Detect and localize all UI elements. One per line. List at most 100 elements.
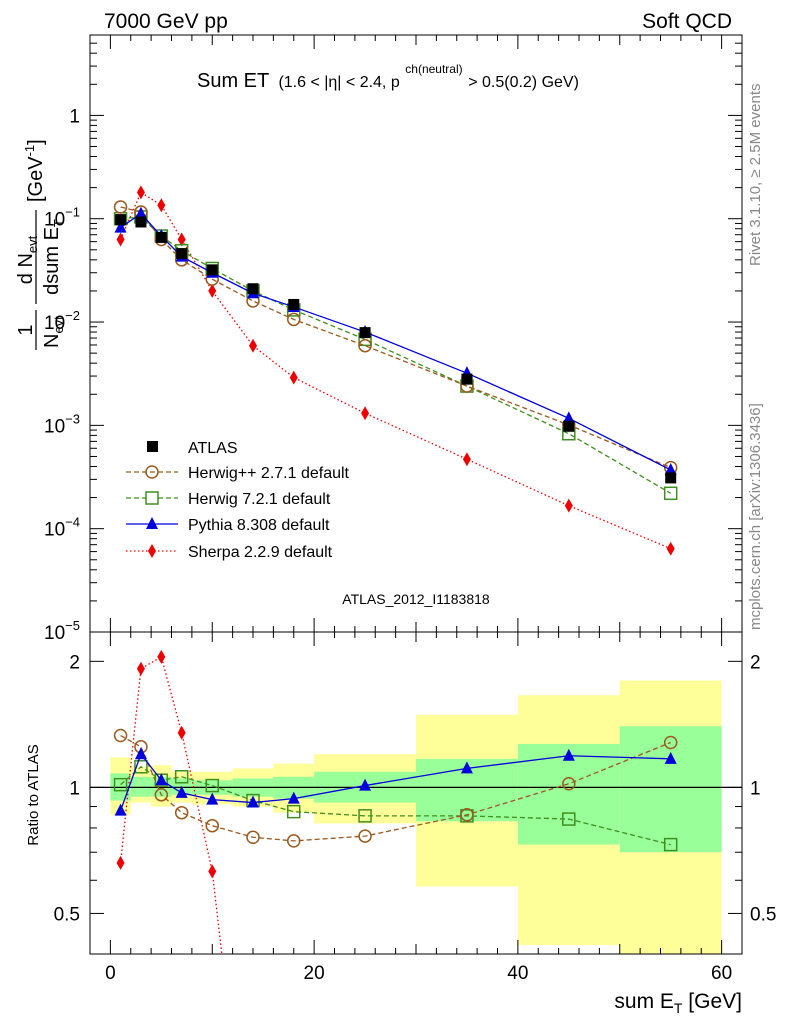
band-stat: [619, 726, 722, 853]
legend-label-sherpa: Sherpa 2.2.9 default: [188, 544, 333, 561]
ratio-point-herwigpp: [287, 834, 301, 848]
ratio-series-herwigpp: [113, 728, 678, 848]
ylabel-den-n: Nevt: [41, 316, 66, 348]
series-line-pythia: [120, 212, 671, 471]
ratio-ytick-label-right: 1: [750, 778, 761, 799]
series-herwigpp: [113, 200, 678, 475]
legend-marker-herwigpp: [145, 465, 159, 479]
ylabel-unit: [GeV-1]: [22, 139, 47, 202]
ratio-point-sherpa: [177, 725, 186, 740]
ratio-point-sherpa: [157, 649, 166, 664]
ratio-point-sherpa: [136, 661, 145, 676]
header-left: 7000 GeV pp: [104, 10, 228, 33]
point-atlas: [288, 298, 300, 310]
ratio-ytick-label: 2: [69, 652, 80, 673]
ratio-point-pythia: [155, 773, 168, 786]
point-atlas: [206, 264, 218, 276]
title-sub2: > 0.5(0.2) GeV): [468, 74, 579, 91]
band-stat: [130, 776, 152, 797]
rivet-label: Rivet 3.1.10, ≥ 2.5M events: [747, 84, 764, 267]
main-ytick-label: 10−4: [44, 515, 80, 541]
ratio-point-pythia: [114, 803, 127, 816]
ratio-ytick-label: 0.5: [54, 904, 80, 925]
ratio-point-herwig7: [205, 778, 219, 793]
ratio-point-herwig7: [663, 837, 678, 852]
main-panel: 10−5 10−4 10−3 10−2 10−1 1 Sum ET (1.6 < |η| …: [15, 34, 743, 644]
analysis-id: ATLAS_2012_I1183818: [342, 591, 490, 607]
title-main: Sum ET: [197, 70, 269, 92]
legend-item-herwig7: Herwig 7.2.1 default: [126, 491, 331, 508]
point-sherpa: [136, 185, 145, 200]
legend-marker-herwig7: [145, 491, 159, 505]
ratio-xtick-label: 20: [304, 963, 325, 984]
ratio-point-pythia: [460, 761, 473, 774]
point-sherpa: [177, 232, 186, 247]
ratio-frame: [89, 631, 743, 955]
legend-label-herwig7: Herwig 7.2.1 default: [188, 491, 331, 508]
ratio-series-sherpa: [116, 649, 223, 954]
ratio-point-herwig7: [358, 809, 372, 823]
ratio-point-pythia: [206, 792, 219, 805]
ratio-ytick-label-right: 2: [750, 652, 761, 673]
ratio-line-herwigpp: [120, 734, 671, 842]
ratio-ytick-label: 1: [69, 778, 80, 799]
mcplots-label: mcplots.cern.ch [arXiv:1306.3436]: [747, 403, 764, 630]
point-atlas: [665, 472, 677, 484]
ratio-point-pythia: [359, 778, 372, 791]
ratio-point-pythia: [134, 747, 147, 760]
chart-title: Sum ET (1.6 < |η| < 2.4, p ch(neutral) >…: [197, 56, 579, 92]
point-sherpa: [666, 541, 675, 556]
ratio-ylabel: Ratio to ATLAS: [25, 744, 42, 845]
ratio-point-herwigpp: [174, 805, 189, 820]
point-herwig7: [663, 486, 678, 501]
ratio-point-pythia: [287, 791, 300, 804]
title-sub1: (1.6 < |η| < 2.4, p: [278, 74, 399, 91]
legend-item-sherpa: Sherpa 2.2.9 default: [126, 544, 333, 561]
ratio-point-pythia: [664, 751, 677, 764]
main-ytick-label: 10−2: [44, 308, 80, 334]
ratio-point-herwigpp: [113, 728, 128, 743]
ratio-line-sherpa: [119, 655, 223, 954]
legend-label-atlas: ATLAS: [188, 440, 238, 457]
point-sherpa: [289, 370, 298, 385]
ratio-point-sherpa: [116, 855, 125, 870]
point-atlas: [563, 420, 575, 432]
main-frame: [89, 34, 743, 633]
legend: ATLAS Herwig++ 2.7.1 default Herwig 7.2.…: [126, 440, 350, 561]
main-axes: 10−5 10−4 10−3 10−2 10−1 1: [44, 34, 742, 644]
point-sherpa: [361, 406, 370, 421]
ratio-point-herwigpp: [154, 788, 169, 802]
point-sherpa: [208, 283, 217, 298]
ratio-point-pythia: [562, 748, 575, 761]
point-pythia: [664, 462, 677, 475]
ratio-point-pythia: [247, 795, 259, 808]
ratio-axes: 0.5 0.51 12 20 20 40 60: [54, 632, 776, 984]
point-sherpa: [462, 452, 471, 467]
ratio-point-pythia: [175, 785, 188, 798]
ratio-point-herwig7: [113, 777, 128, 792]
title-sup: ch(neutral): [405, 62, 462, 76]
point-atlas: [461, 373, 473, 385]
series-line-herwigpp: [120, 206, 671, 469]
ratio-series-pythia: [114, 747, 677, 816]
legend-marker-pythia: [146, 517, 158, 529]
main-series: [113, 185, 678, 556]
main-ytick-label: 10−5: [44, 618, 80, 644]
ratio-xtick-label: 0: [105, 963, 116, 984]
ratio-xtick-label: 60: [711, 963, 732, 984]
legend-label-herwigpp: Herwig++ 2.7.1 default: [188, 465, 350, 482]
ratio-point-herwig7: [174, 770, 189, 784]
ratio-point-herwig7: [287, 804, 301, 819]
point-herwigpp: [113, 200, 128, 214]
point-herwigpp: [287, 312, 301, 327]
point-atlas: [155, 231, 167, 243]
ratio-panel: 0.5 0.51 12 20 20 40 60 Ratio to ATLAS sum ET …: [25, 631, 776, 1016]
legend-item-pythia: Pythia 8.308 default: [126, 517, 330, 534]
point-pythia: [562, 411, 575, 424]
series-atlas: [115, 214, 677, 484]
series-sherpa: [116, 185, 675, 556]
ratio-point-herwig7: [134, 760, 148, 774]
ratio-xtick-label: 40: [507, 963, 528, 984]
ratio-point-herwigpp: [358, 829, 372, 843]
